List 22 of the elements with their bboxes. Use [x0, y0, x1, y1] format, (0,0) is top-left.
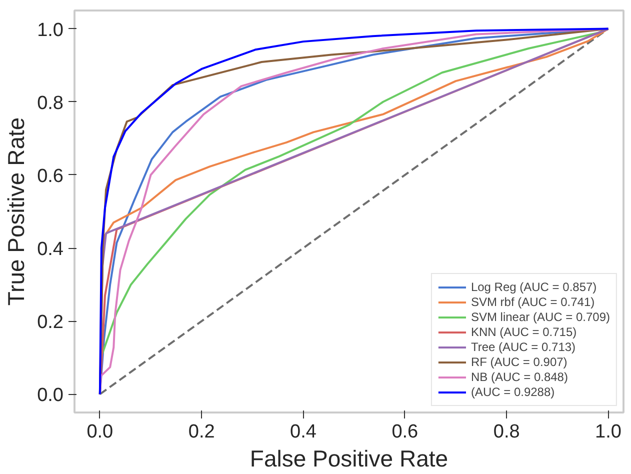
x-tick-label: 0.4 — [290, 422, 317, 442]
legend-label: KNN (AUC = 0.715) — [470, 325, 577, 339]
y-tick-label: 0.2 — [37, 312, 64, 334]
y-tick-label: 0.6 — [37, 166, 64, 187]
y-tick-label: 0.0 — [37, 385, 64, 406]
legend-label: SVM rbf (AUC = 0.741) — [470, 295, 595, 309]
x-tick-label: 0.2 — [188, 422, 215, 442]
x-tick-label: 0.8 — [493, 422, 520, 442]
legend-label: Tree (AUC = 0.713) — [470, 340, 576, 354]
x-tick-label: 1.0 — [595, 422, 622, 442]
y-axis-title: True Positive Rate — [3, 117, 30, 306]
x-axis-title: False Positive Rate — [250, 446, 448, 472]
legend-label: SVM linear (AUC = 0.709) — [470, 310, 610, 324]
legend-label: RF (AUC = 0.907) — [470, 355, 568, 369]
x-tick-label: 0.6 — [392, 422, 418, 442]
legend-label: (AUC = 0.9288) — [470, 385, 555, 399]
y-tick-label: 1.0 — [37, 20, 64, 41]
legend-label: Log Reg (AUC = 0.857) — [470, 280, 597, 294]
legend-label: NB (AUC = 0.848) — [470, 370, 568, 384]
y-tick-label: 0.4 — [37, 239, 64, 260]
x-tick-label: 0.0 — [86, 422, 114, 442]
y-tick-label: 0.8 — [37, 92, 64, 114]
